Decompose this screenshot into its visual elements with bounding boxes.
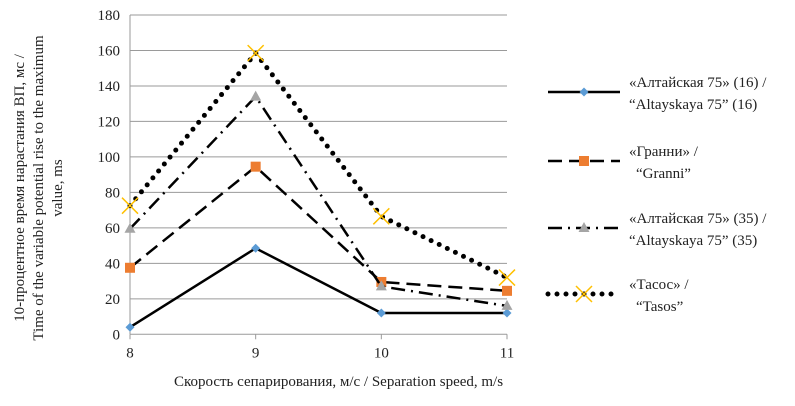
y-axis-label: value, ms — [50, 159, 66, 217]
series-line — [129, 246, 507, 329]
legend-marker — [579, 87, 589, 97]
data-point — [498, 269, 516, 287]
x-tick-label: 10 — [374, 345, 389, 361]
y-tick-label: 120 — [98, 114, 121, 130]
y-tick-label: 180 — [98, 8, 121, 24]
series-line — [129, 165, 508, 293]
legend-label: “Tasos” — [636, 299, 683, 315]
data-point — [247, 44, 265, 62]
y-tick-label: 20 — [105, 292, 120, 308]
x-tick-label: 8 — [126, 345, 134, 361]
y-axis-label: 10-процентное время нарастания ВП, мс / — [12, 53, 28, 322]
y-tick-label: 60 — [105, 221, 120, 237]
x-tick-label: 9 — [252, 345, 260, 361]
x-axis-label: Скорость сепарирования, м/с / Separation… — [174, 374, 503, 390]
legend-label: «Гранни» / — [629, 144, 699, 160]
legend-label: “Granni” — [636, 166, 691, 182]
data-point — [251, 243, 261, 253]
data-point — [250, 161, 261, 172]
legend-label: «Алтайская 75» (16) / — [629, 75, 767, 91]
data-point — [501, 299, 513, 310]
data-point — [121, 197, 139, 215]
legend-marker — [579, 156, 589, 166]
legend-label: “Altayskaya 75” (35) — [629, 233, 757, 249]
legend-label: «Алтайская 75» (35) / — [629, 211, 767, 227]
y-tick-label: 100 — [98, 150, 121, 166]
data-point — [375, 280, 387, 291]
y-tick-label: 0 — [113, 327, 121, 343]
data-point — [502, 308, 512, 318]
legend-marker — [578, 222, 590, 232]
legend-marker — [575, 285, 593, 303]
data-point — [125, 262, 135, 273]
x-tick-label: 11 — [500, 345, 514, 361]
legend-label: “Altayskaya 75” (16) — [629, 97, 757, 113]
data-point — [372, 207, 390, 225]
y-tick-label: 140 — [98, 79, 121, 95]
data-point — [250, 90, 262, 101]
data-point — [124, 222, 136, 233]
series-line — [127, 49, 510, 281]
data-point — [376, 308, 386, 318]
y-tick-label: 80 — [105, 185, 120, 201]
y-tick-label: 40 — [105, 256, 120, 272]
series-line — [129, 94, 508, 308]
y-tick-label: 160 — [98, 43, 121, 59]
data-point — [502, 285, 512, 296]
y-axis-label: Time of the variable potential rise to t… — [31, 35, 47, 341]
data-point — [125, 322, 135, 332]
legend-label: «Тасос» / — [629, 277, 689, 293]
